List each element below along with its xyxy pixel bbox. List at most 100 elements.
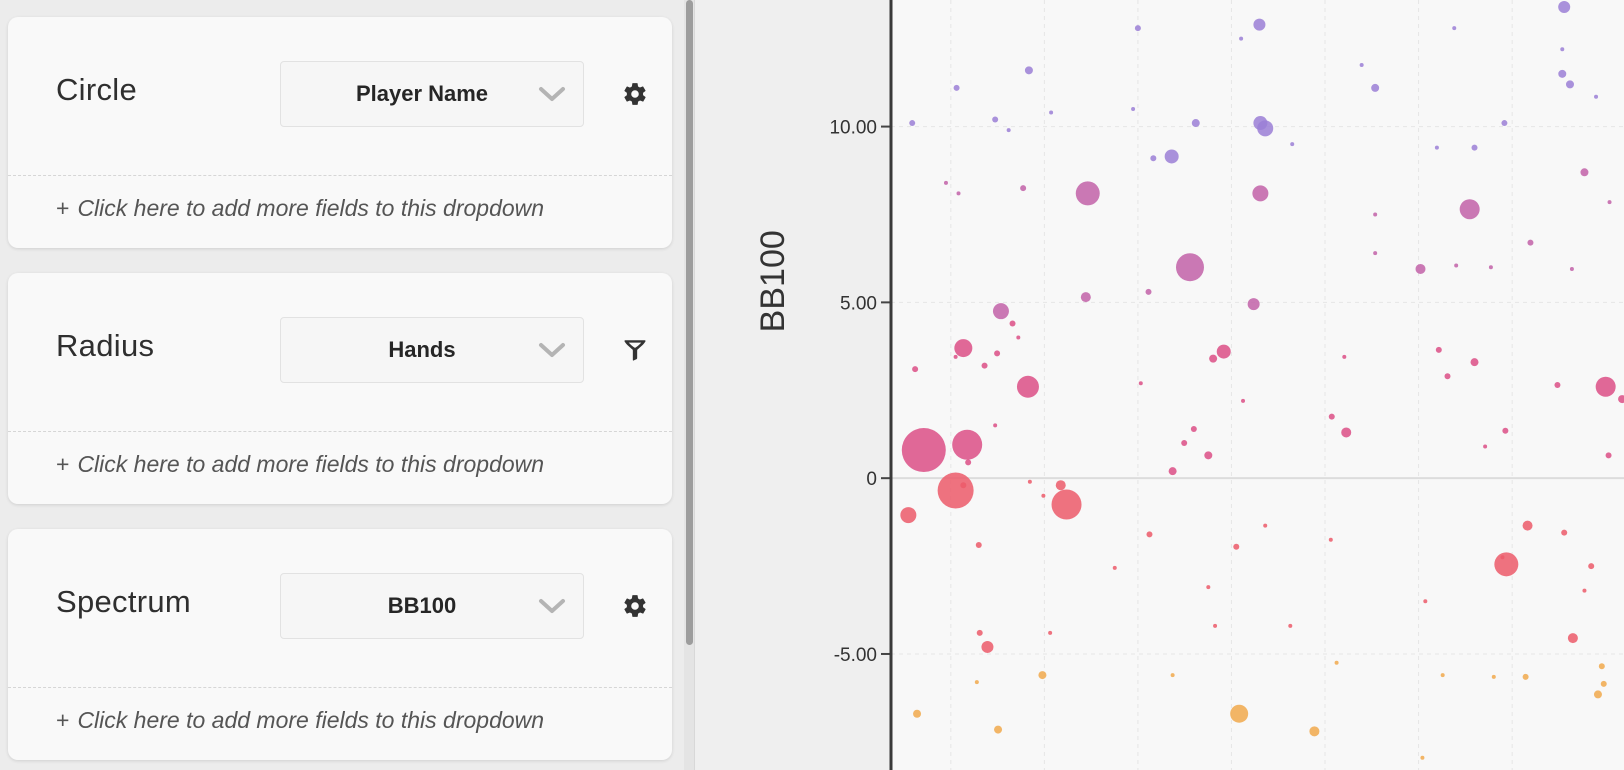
radius-field-dropdown[interactable]: Hands bbox=[280, 317, 584, 383]
data-point[interactable] bbox=[1253, 18, 1266, 31]
data-point[interactable] bbox=[1502, 427, 1509, 434]
data-point[interactable] bbox=[1373, 212, 1378, 217]
data-point[interactable] bbox=[1016, 335, 1021, 340]
data-point[interactable] bbox=[1309, 726, 1320, 737]
data-point[interactable] bbox=[1048, 630, 1053, 635]
data-point[interactable] bbox=[956, 191, 961, 196]
data-point[interactable] bbox=[1494, 552, 1519, 577]
data-point[interactable] bbox=[1600, 680, 1607, 687]
data-point[interactable] bbox=[1168, 467, 1177, 476]
data-point[interactable] bbox=[1359, 63, 1364, 68]
data-point[interactable] bbox=[974, 680, 979, 685]
data-point[interactable] bbox=[1527, 239, 1534, 246]
data-point[interactable] bbox=[1252, 185, 1269, 202]
data-point[interactable] bbox=[1239, 36, 1244, 41]
add-fields-link-circle[interactable]: + Click here to add more fields to this d… bbox=[56, 195, 544, 222]
data-point[interactable] bbox=[1444, 373, 1451, 380]
data-point[interactable] bbox=[1593, 690, 1602, 699]
data-point[interactable] bbox=[1558, 1, 1571, 14]
data-point[interactable] bbox=[1150, 155, 1157, 162]
data-point[interactable] bbox=[1440, 673, 1445, 678]
data-point[interactable] bbox=[1371, 83, 1380, 92]
data-point[interactable] bbox=[1434, 145, 1439, 150]
data-point[interactable] bbox=[1290, 142, 1295, 147]
data-point[interactable] bbox=[1181, 440, 1188, 447]
data-point[interactable] bbox=[937, 472, 974, 509]
data-point[interactable] bbox=[1213, 623, 1218, 628]
data-point[interactable] bbox=[1009, 320, 1016, 327]
circle-field-dropdown[interactable]: Player Name bbox=[280, 61, 584, 127]
data-point[interactable] bbox=[1423, 599, 1428, 604]
data-point[interactable] bbox=[1170, 673, 1175, 678]
data-point[interactable] bbox=[1580, 168, 1589, 177]
data-point[interactable] bbox=[1233, 543, 1240, 550]
data-point[interactable] bbox=[1567, 633, 1578, 644]
data-point[interactable] bbox=[901, 428, 946, 473]
data-point[interactable] bbox=[1598, 663, 1605, 670]
data-point[interactable] bbox=[1459, 199, 1480, 220]
data-point[interactable] bbox=[1501, 120, 1508, 127]
data-point[interactable] bbox=[1080, 292, 1091, 303]
data-point[interactable] bbox=[1588, 563, 1595, 570]
data-point[interactable] bbox=[1204, 451, 1213, 460]
data-point[interactable] bbox=[912, 366, 919, 373]
data-point[interactable] bbox=[1560, 47, 1565, 52]
data-point[interactable] bbox=[981, 362, 988, 369]
data-point[interactable] bbox=[1328, 537, 1333, 542]
panel-scrollbar-thumb[interactable] bbox=[686, 0, 693, 645]
data-point[interactable] bbox=[1420, 755, 1425, 760]
add-fields-link-radius[interactable]: + Click here to add more fields to this d… bbox=[56, 451, 544, 478]
data-point[interactable] bbox=[1209, 354, 1218, 363]
data-point[interactable] bbox=[1257, 120, 1274, 137]
filter-icon[interactable] bbox=[622, 337, 648, 363]
data-point[interactable] bbox=[1134, 25, 1141, 32]
data-point[interactable] bbox=[1558, 69, 1567, 78]
data-point[interactable] bbox=[954, 339, 973, 358]
data-point[interactable] bbox=[1075, 181, 1100, 206]
data-point[interactable] bbox=[1164, 149, 1179, 164]
data-point[interactable] bbox=[1051, 489, 1082, 520]
data-point[interactable] bbox=[1146, 531, 1153, 538]
add-fields-link-spectrum[interactable]: + Click here to add more fields to this d… bbox=[56, 707, 544, 734]
data-point[interactable] bbox=[1594, 94, 1599, 99]
data-point[interactable] bbox=[1145, 288, 1152, 295]
data-point[interactable] bbox=[1288, 623, 1293, 628]
data-point[interactable] bbox=[1341, 427, 1352, 438]
data-point[interactable] bbox=[1373, 251, 1378, 256]
data-point[interactable] bbox=[1041, 493, 1046, 498]
data-point[interactable] bbox=[1263, 523, 1268, 528]
data-point[interactable] bbox=[1522, 673, 1529, 680]
data-point[interactable] bbox=[1055, 480, 1066, 491]
data-point[interactable] bbox=[1569, 266, 1574, 271]
data-point[interactable] bbox=[1049, 110, 1054, 115]
data-point[interactable] bbox=[975, 541, 982, 548]
data-point[interactable] bbox=[1191, 119, 1200, 128]
data-point[interactable] bbox=[1175, 253, 1204, 282]
data-point[interactable] bbox=[1522, 520, 1533, 531]
data-point[interactable] bbox=[1342, 354, 1347, 359]
data-point[interactable] bbox=[981, 640, 994, 653]
data-point[interactable] bbox=[943, 180, 948, 185]
data-point[interactable] bbox=[1016, 375, 1039, 398]
data-point[interactable] bbox=[1607, 200, 1612, 205]
data-point[interactable] bbox=[1500, 555, 1505, 560]
data-point[interactable] bbox=[976, 629, 983, 636]
data-point[interactable] bbox=[1483, 444, 1488, 449]
gear-icon[interactable] bbox=[622, 81, 648, 107]
gear-icon[interactable] bbox=[622, 593, 648, 619]
data-point[interactable] bbox=[1470, 358, 1479, 367]
data-point[interactable] bbox=[1027, 479, 1032, 484]
data-point[interactable] bbox=[1216, 344, 1231, 359]
data-point[interactable] bbox=[952, 429, 983, 460]
data-point[interactable] bbox=[913, 709, 922, 718]
data-point[interactable] bbox=[1471, 144, 1478, 151]
data-point[interactable] bbox=[1038, 671, 1047, 680]
data-point[interactable] bbox=[1452, 26, 1457, 31]
data-point[interactable] bbox=[1112, 565, 1117, 570]
data-point[interactable] bbox=[1020, 185, 1027, 192]
data-point[interactable] bbox=[1247, 298, 1260, 311]
data-point[interactable] bbox=[1488, 265, 1493, 270]
data-point[interactable] bbox=[900, 507, 917, 524]
data-point[interactable] bbox=[1582, 588, 1587, 593]
data-point[interactable] bbox=[1491, 674, 1496, 679]
